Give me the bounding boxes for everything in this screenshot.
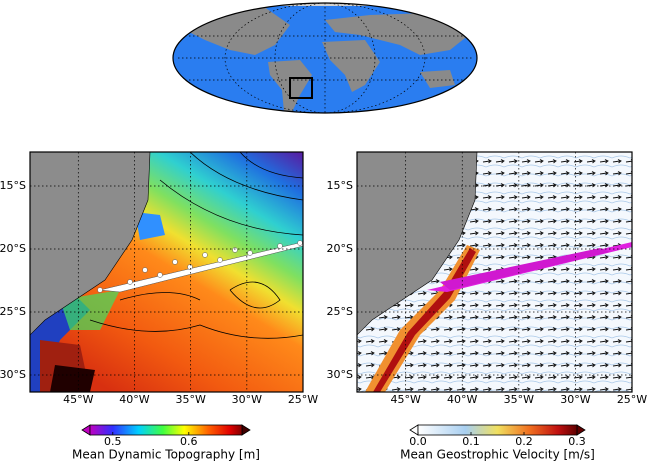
x-tick-label: 35°W [175,393,205,406]
region-box [289,77,313,99]
velocity-map [357,152,632,392]
x-tick-label: 25°W [617,393,647,406]
x-tick-label: 25°W [288,393,318,406]
x-tick-label: 30°W [560,393,590,406]
globe-graticule [178,2,472,114]
colorbar-tick-label: 0.6 [180,435,198,448]
x-tick-label: 45°W [63,393,93,406]
colorbar-tick-label: 0.3 [568,435,586,448]
colorbar-0 [81,424,251,436]
colorbar-tick-label: 0.5 [104,435,122,448]
y-tick-label: 20°S [327,242,353,255]
y-tick-label: 30°S [0,368,26,381]
colorbar-label: Mean Dynamic Topography [m] [72,448,260,462]
x-tick-label: 40°W [447,393,477,406]
y-tick-label: 15°S [327,179,353,192]
colorbar-tick-label: 0.2 [515,435,533,448]
x-tick-label: 35°W [504,393,534,406]
x-tick-label: 40°W [119,393,149,406]
colorbar-tick-label: 0.1 [462,435,480,448]
colorbar-label: Mean Geostrophic Velocity [m/s] [400,448,595,462]
y-tick-label: 30°S [327,368,353,381]
mdt-map [30,152,303,392]
x-tick-label: 45°W [390,393,420,406]
y-tick-label: 20°S [0,242,26,255]
y-tick-label: 25°S [0,305,26,318]
x-tick-label: 30°W [232,393,262,406]
y-tick-label: 25°S [327,305,353,318]
colorbar-tick-label: 0.0 [409,435,427,448]
y-tick-label: 15°S [0,179,26,192]
colorbar-1 [409,424,586,436]
